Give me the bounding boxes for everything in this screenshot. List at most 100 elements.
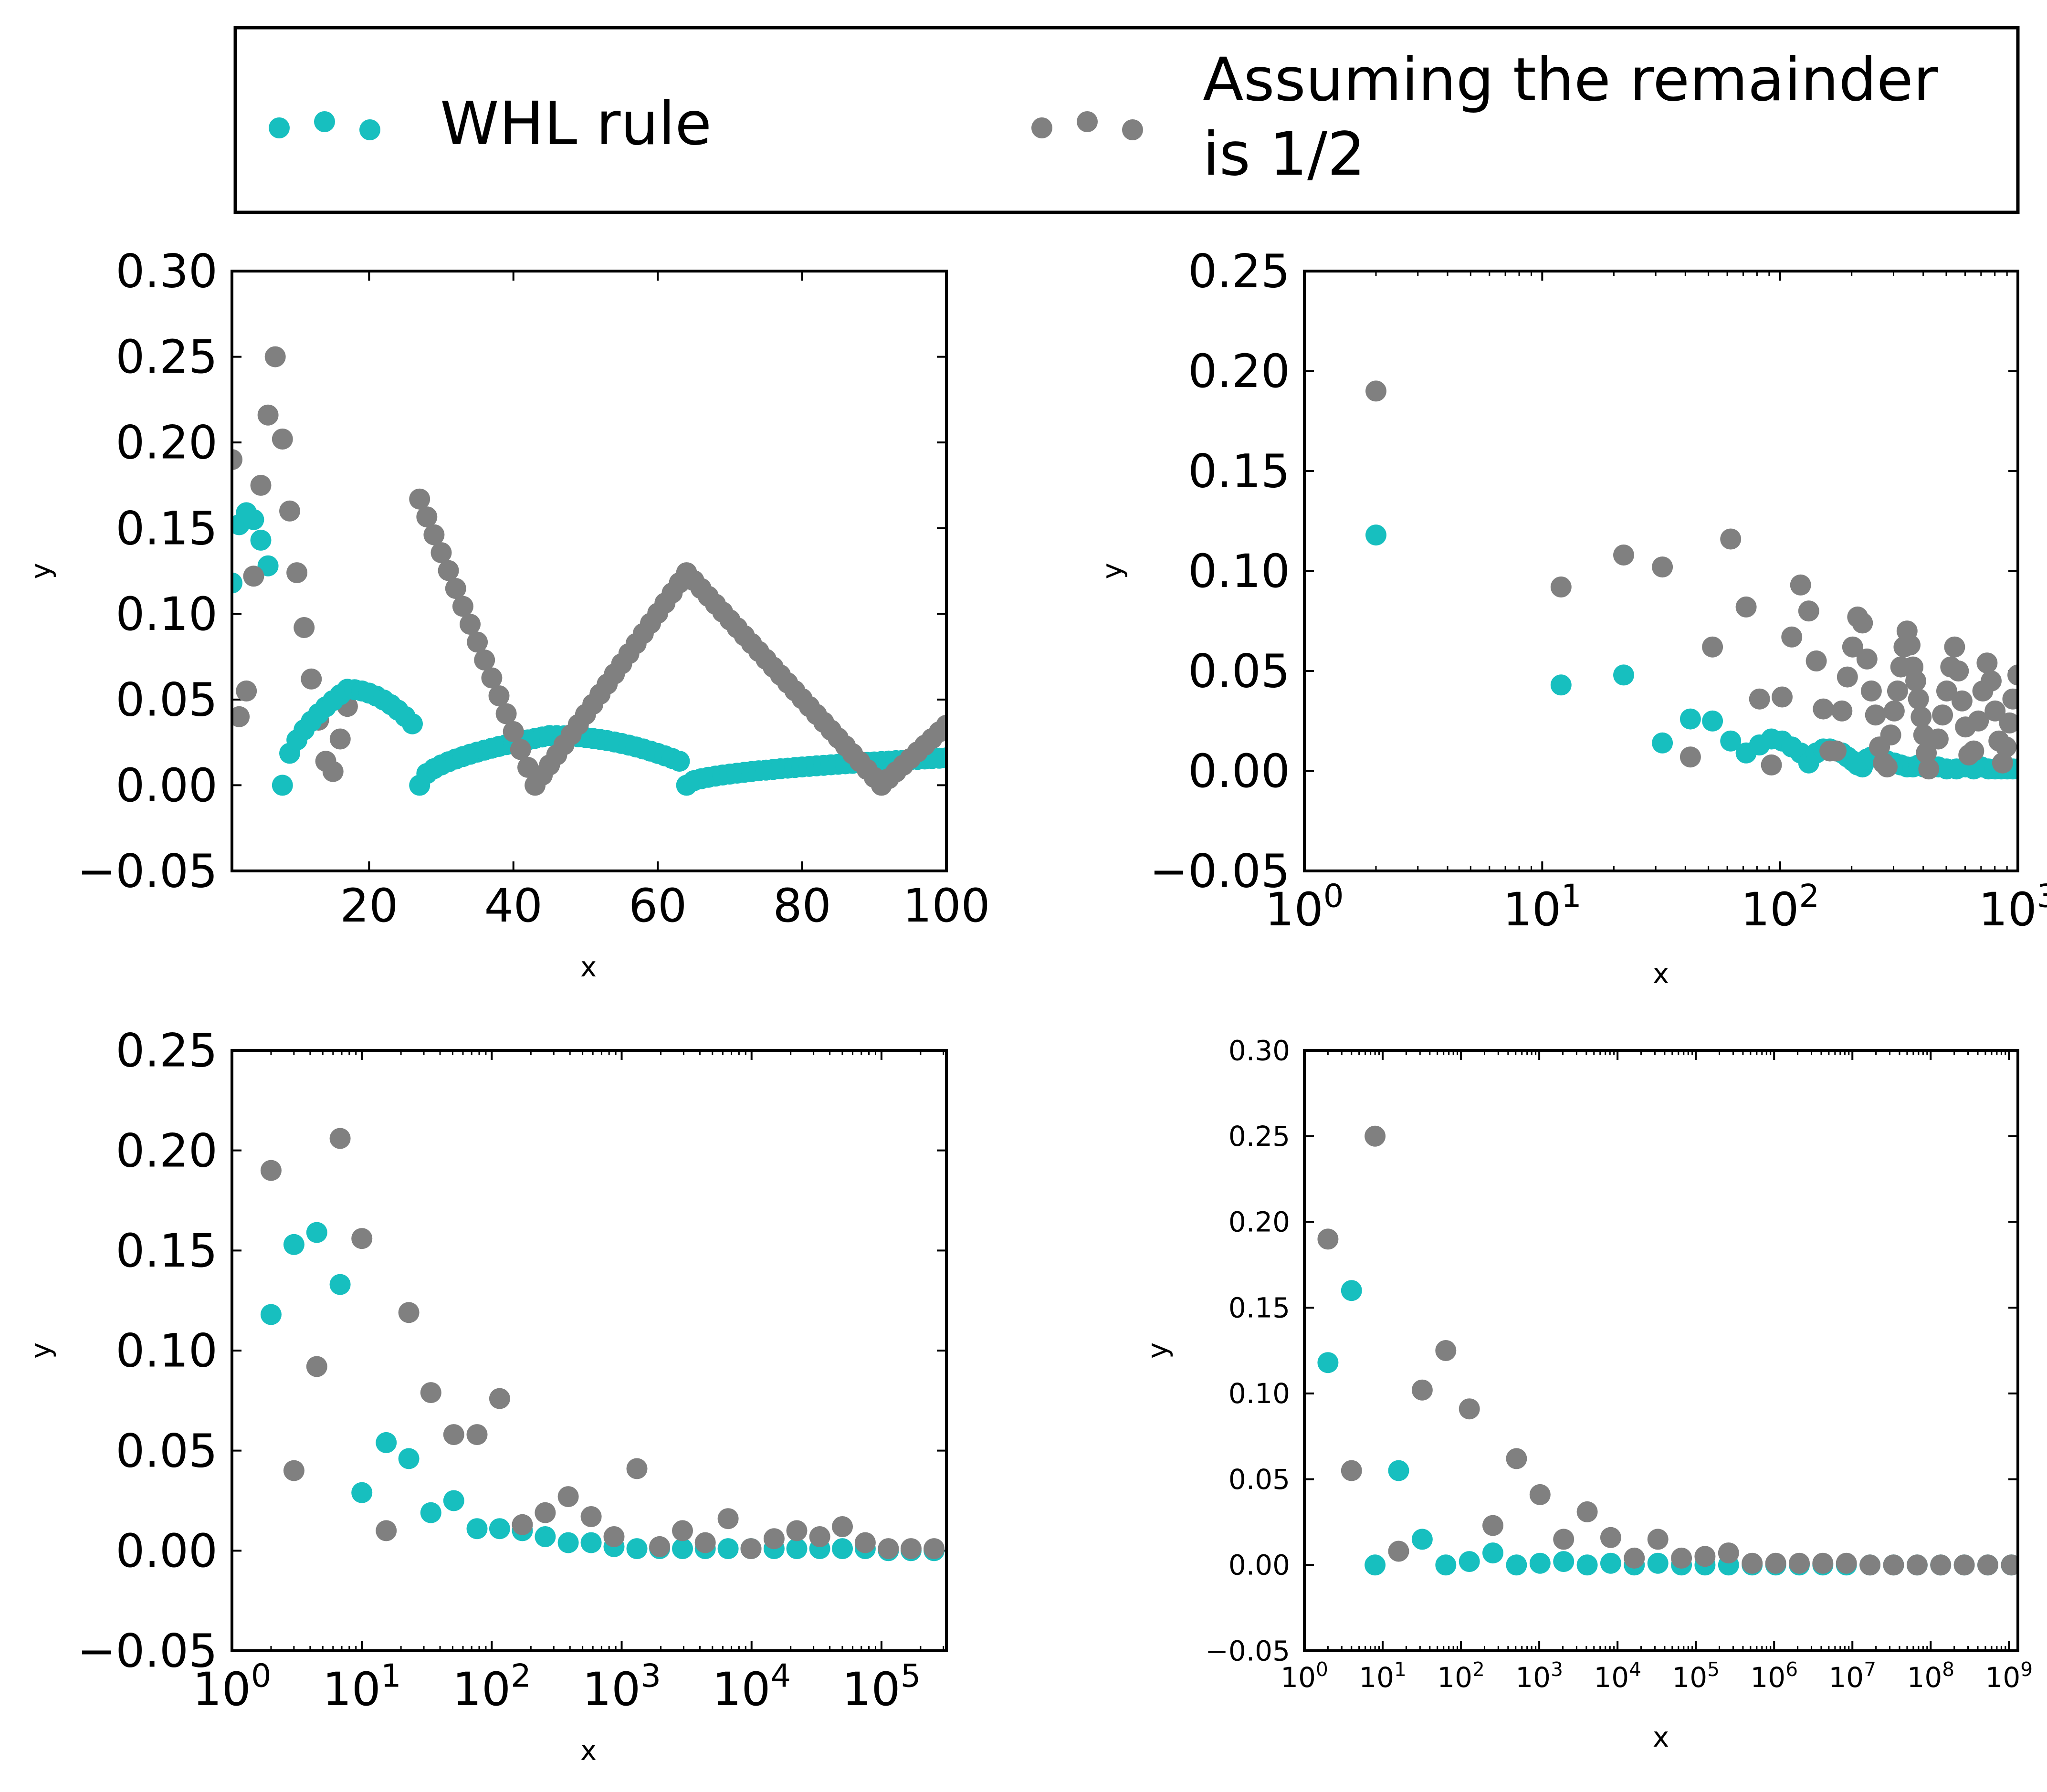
data-point-whl (626, 1538, 648, 1560)
data-point-whl (1550, 674, 1572, 696)
data-point-half (1317, 1228, 1339, 1250)
data-point-half (1842, 636, 1863, 658)
data-point-whl (1459, 1551, 1480, 1572)
data-point-half (672, 1520, 693, 1541)
data-point-half (445, 578, 466, 599)
data-point-half (1735, 596, 1757, 618)
data-point-half (322, 761, 344, 782)
data-point-half (329, 728, 351, 750)
subplot-3: −0.05 0.00 0.05 0.10 0.15 0.20 0.25 100 101 102 10… (24, 1024, 948, 1767)
data-point-half (1906, 1554, 1928, 1576)
y-tick-label: 0.05 (1228, 1463, 1290, 1496)
data-point-half (1905, 670, 1926, 692)
plot-frame (231, 270, 948, 872)
data-point-whl (1647, 1552, 1669, 1574)
data-point-whl (1553, 1551, 1575, 1572)
data-point-half (1932, 704, 1953, 726)
data-point-half (286, 562, 308, 584)
data-point-half (1963, 740, 1984, 762)
data-point-half (260, 1160, 282, 1181)
plot-area (260, 1128, 945, 1561)
data-point-half (1411, 1379, 1433, 1401)
x-tick-label: 103 (582, 1657, 661, 1716)
data-point-half (2007, 664, 2018, 686)
x-tick-label: 80 (773, 879, 831, 933)
data-point-half (2002, 688, 2018, 710)
data-point-half (580, 1506, 602, 1527)
legend-marker-half-dot (1122, 119, 1143, 140)
data-point-half (351, 1228, 373, 1249)
data-point-half (279, 500, 300, 522)
x-tick-label: 100 (1265, 878, 1344, 936)
plot-frame (1303, 270, 2019, 872)
data-point-half (474, 650, 495, 671)
y-tick-label: 0.20 (1188, 345, 1290, 398)
data-point-half (1880, 724, 1901, 746)
x-tick-label: 105 (1672, 1658, 1720, 1694)
plot-frame (231, 1049, 948, 1652)
data-point-whl (1680, 708, 1701, 730)
data-point-whl (443, 1490, 464, 1511)
data-point-half (1916, 742, 1937, 764)
y-axis-label: y (24, 563, 57, 579)
data-point-half (1995, 736, 2017, 758)
data-point-whl (1365, 524, 1386, 546)
data-point-whl (1365, 1554, 1386, 1576)
y-tick-label: 0.25 (115, 330, 218, 384)
data-point-half (1900, 634, 1921, 656)
data-point-whl (260, 1304, 282, 1325)
x-tick-label: 103 (1515, 1658, 1563, 1694)
data-point-half (1576, 1501, 1598, 1522)
x-tick-label: 101 (1359, 1658, 1407, 1694)
data-point-half (535, 1502, 556, 1523)
data-point-half (1600, 1527, 1621, 1548)
data-point-half (1976, 652, 1998, 674)
data-point-half (1765, 1552, 1786, 1574)
legend-marker-whl-dot (314, 111, 335, 132)
data-point-half (717, 1508, 739, 1530)
data-point-half (854, 1532, 876, 1553)
y-tick-label: −0.05 (1205, 1635, 1290, 1667)
data-point-half (488, 685, 510, 706)
data-point-whl (329, 1274, 351, 1295)
data-point-half (452, 596, 473, 617)
data-point-whl (351, 1482, 373, 1503)
data-point-half (1992, 752, 2013, 774)
data-point-half (283, 1460, 304, 1481)
data-point-half (1613, 545, 1634, 566)
x-tick-label: 109 (1985, 1658, 2033, 1694)
data-point-half (1720, 528, 1742, 550)
data-point-half (489, 1388, 510, 1409)
data-point-half (420, 1382, 441, 1404)
data-point-half (1865, 704, 1886, 726)
data-point-whl (786, 1538, 808, 1560)
data-point-half (1859, 1554, 1881, 1576)
data-point-half (232, 706, 250, 727)
y-tick-label: 0.10 (115, 1324, 218, 1378)
data-point-half (423, 524, 445, 545)
data-point-half (1883, 700, 1905, 722)
y-tick-label: 0.25 (115, 1024, 218, 1078)
data-point-half (1806, 650, 1827, 671)
y-tick-label: 0.05 (115, 1424, 218, 1478)
data-point-half (1694, 1546, 1716, 1567)
data-point-half (1388, 1540, 1409, 1562)
data-point-half (786, 1520, 808, 1541)
data-point-half (626, 1458, 648, 1479)
data-point-half (832, 1516, 853, 1537)
x-tick-label: 104 (712, 1657, 791, 1716)
data-point-half (1652, 556, 1673, 578)
data-point-half (398, 1302, 420, 1323)
data-point-half (1930, 1554, 1952, 1576)
y-tick-label: 0.25 (1228, 1120, 1290, 1153)
data-point-whl (243, 509, 264, 530)
data-point-whl (1529, 1552, 1551, 1574)
x-tick-label: 100 (193, 1657, 272, 1716)
data-point-whl (306, 1222, 327, 1243)
x-axis-label: x (1653, 957, 1669, 990)
y-axis-label: y (1141, 1342, 1174, 1359)
data-point-half (900, 1538, 922, 1560)
data-point-half (936, 714, 946, 736)
data-point-half (1798, 600, 1819, 622)
